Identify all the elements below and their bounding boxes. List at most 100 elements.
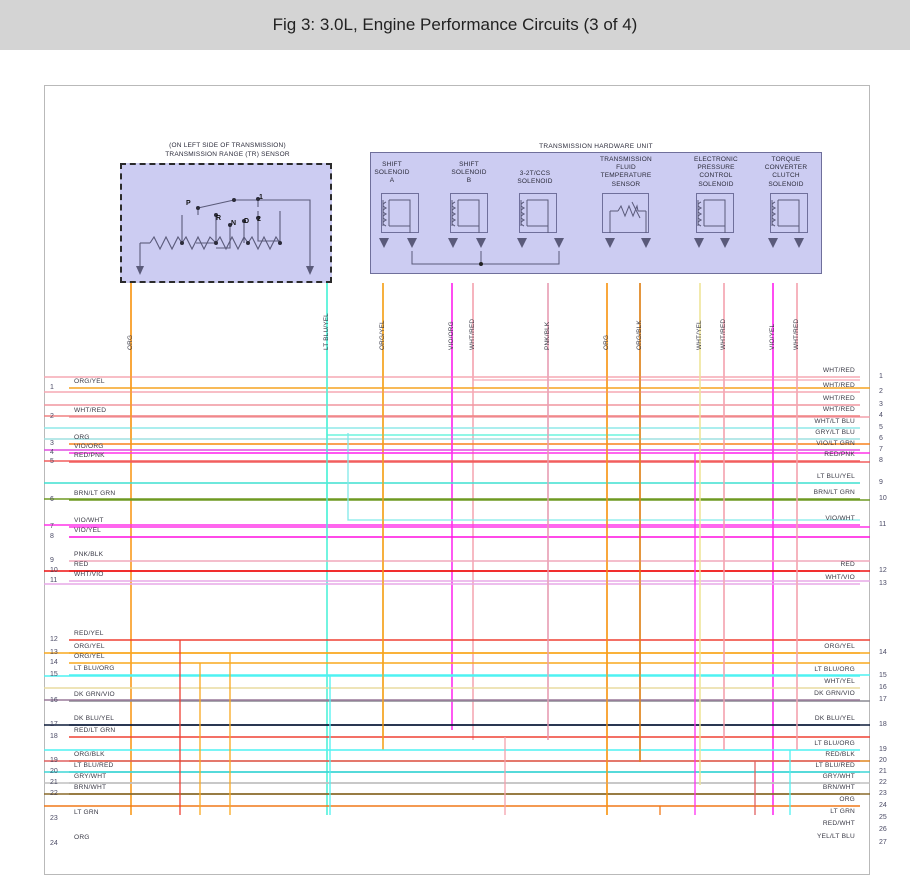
left-wire-label-21: GRY/WHT bbox=[74, 773, 107, 780]
left-wire-label-1: ORG/YEL bbox=[74, 378, 105, 385]
tr-position-D: D bbox=[244, 218, 250, 225]
right-pin-number-23: 23 bbox=[879, 790, 887, 797]
right-wire-label-22: GRY/WHT bbox=[822, 773, 855, 780]
left-pin-number-1: 1 bbox=[50, 384, 54, 391]
vertical-wire-label-8: WHT/YEL bbox=[696, 320, 703, 350]
left-pin-number-8: 8 bbox=[50, 533, 54, 540]
left-pin-number-22: 22 bbox=[50, 790, 58, 797]
right-wire-label-11: VIO/WHT bbox=[825, 515, 855, 522]
right-wire-label-8: RED/PNK bbox=[824, 451, 855, 458]
left-pin-number-17: 17 bbox=[50, 721, 58, 728]
component-label-electronic-pressure-control-solenoid: ELECTRONIC PRESSURE CONTROL SOLENOID bbox=[694, 156, 738, 188]
left-pin-number-2: 2 bbox=[50, 413, 54, 420]
right-pin-number-5: 5 bbox=[879, 424, 883, 431]
right-pin-number-8: 8 bbox=[879, 457, 883, 464]
right-pin-number-12: 12 bbox=[879, 567, 887, 574]
right-wire-label-25: LT GRN bbox=[830, 808, 855, 815]
left-pin-number-6: 6 bbox=[50, 496, 54, 503]
right-pin-number-25: 25 bbox=[879, 814, 887, 821]
tr-position-R: R bbox=[216, 215, 222, 222]
left-wire-label-10: RED bbox=[74, 561, 89, 568]
hardware-unit-enclosure bbox=[370, 152, 822, 274]
left-wire-label-20: LT BLU/RED bbox=[74, 762, 114, 769]
right-pin-number-15: 15 bbox=[879, 672, 887, 679]
right-pin-number-17: 17 bbox=[879, 696, 887, 703]
right-wire-label-20: RED/BLK bbox=[825, 751, 855, 758]
left-wire-label-9: PNK/BLK bbox=[74, 551, 104, 558]
component-shift-solenoid-a bbox=[381, 193, 419, 233]
right-wire-label-21: LT BLU/RED bbox=[815, 762, 855, 769]
left-wire-label-24: ORG bbox=[74, 834, 90, 841]
right-wire-label-14: ORG/YEL bbox=[824, 643, 855, 650]
right-wire-label-16: WHT/YEL bbox=[824, 678, 855, 685]
left-wire-label-15: LT BLU/ORG bbox=[74, 665, 115, 672]
left-pin-number-18: 18 bbox=[50, 733, 58, 740]
right-wire-label-27: YEL/LT BLU bbox=[816, 833, 855, 840]
vertical-wire-label-6: ORG bbox=[603, 334, 610, 350]
right-pin-number-9: 9 bbox=[879, 479, 883, 486]
left-pin-number-9: 9 bbox=[50, 557, 54, 564]
left-pin-number-7: 7 bbox=[50, 523, 54, 530]
left-wire-label-16: DK GRN/VIO bbox=[74, 691, 115, 698]
left-wire-label-7: VIO/WHT bbox=[74, 517, 104, 524]
right-wire-label-6: GRY/LT BLU bbox=[815, 429, 855, 436]
route-whtred-1 bbox=[472, 283, 860, 381]
right-wire-label-5: WHT/LT BLU bbox=[814, 418, 855, 425]
tr-sensor-schematic bbox=[136, 197, 314, 275]
right-pin-number-10: 10 bbox=[879, 495, 887, 502]
right-pin-number-11: 11 bbox=[879, 521, 887, 528]
vertical-wire-label-2: ORG/YEL bbox=[379, 320, 386, 350]
left-wire-label-12: RED/YEL bbox=[74, 630, 104, 637]
right-pin-number-26: 26 bbox=[879, 826, 887, 833]
route-whtltblu bbox=[347, 433, 860, 521]
right-wire-label-2: WHT/RED bbox=[822, 382, 855, 389]
left-wire-label-2: WHT/RED bbox=[74, 407, 107, 414]
right-wire-label-24: ORG bbox=[839, 796, 855, 803]
left-pin-number-12: 12 bbox=[50, 636, 58, 643]
right-wire-label-10: BRN/LT GRN bbox=[813, 489, 855, 496]
vertical-wire-label-0: ORG bbox=[127, 334, 134, 350]
vertical-wire-label-10: VIO/YEL bbox=[769, 323, 776, 350]
tr-sensor-caption-line2: TRANSMISSION RANGE (TR) SENSOR bbox=[165, 151, 290, 158]
hardware-unit-schematic bbox=[379, 199, 804, 266]
component-label-shift-solenoid-a: SHIFT SOLENOID A bbox=[374, 161, 410, 185]
right-pin-number-18: 18 bbox=[879, 721, 887, 728]
diagram-stage: (ON LEFT SIDE OF TRANSMISSION) TRANSMISS… bbox=[0, 50, 910, 875]
component-label-trans-fluid-temp-sensor: TRANSMISSION FLUID TEMPERATURE SENSOR bbox=[600, 156, 652, 188]
right-pin-number-6: 6 bbox=[879, 435, 883, 442]
right-pin-number-19: 19 bbox=[879, 746, 887, 753]
tr-sensor-enclosure bbox=[120, 163, 332, 283]
right-pin-number-7: 7 bbox=[879, 446, 883, 453]
hardware-unit-title: TRANSMISSION HARDWARE UNIT bbox=[539, 143, 653, 150]
route-vioorg bbox=[200, 283, 453, 454]
vertical-wire-label-7: ORG/BLK bbox=[636, 320, 643, 350]
right-wire-label-15: LT BLU/ORG bbox=[814, 666, 855, 673]
component-label-3-2t-ccs-solenoid: 3-2T/CCS SOLENOID bbox=[517, 170, 553, 186]
right-wire-label-12: RED bbox=[840, 561, 855, 568]
right-pin-number-21: 21 bbox=[879, 768, 887, 775]
component-label-shift-solenoid-b: SHIFT SOLENOID B bbox=[451, 161, 487, 185]
left-wire-label-22: BRN/WHT bbox=[74, 784, 107, 791]
vertical-wire-label-3: VIO/ORG bbox=[448, 321, 455, 350]
vertical-wire-label-9: WHT/RED bbox=[720, 318, 727, 350]
right-wire-label-19: LT BLU/ORG bbox=[814, 740, 855, 747]
tr-sensor-caption-line1: (ON LEFT SIDE OF TRANSMISSION) bbox=[169, 142, 286, 149]
left-pin-number-16: 16 bbox=[50, 697, 58, 704]
right-pin-number-16: 16 bbox=[879, 684, 887, 691]
right-wire-label-26: RED/WHT bbox=[822, 820, 855, 827]
left-pin-number-20: 20 bbox=[50, 768, 58, 775]
left-pin-number-24: 24 bbox=[50, 840, 58, 847]
right-wire-label-4: WHT/RED bbox=[822, 406, 855, 413]
right-wire-label-1: WHT/RED bbox=[822, 367, 855, 374]
vertical-wire-label-11: WHT/RED bbox=[793, 318, 800, 350]
vertical-wire-label-1: LT BLU/YEL bbox=[323, 313, 330, 350]
tr-position-1: 1 bbox=[259, 194, 263, 201]
right-pin-number-22: 22 bbox=[879, 779, 887, 786]
left-wire-label-11: WHT/VIO bbox=[74, 571, 104, 578]
left-wire-label-13: ORG/YEL bbox=[74, 643, 105, 650]
tr-position-2: 2 bbox=[257, 216, 261, 223]
page-title: Fig 3: 3.0L, Engine Performance Circuits… bbox=[272, 15, 638, 34]
right-wire-label-18: DK BLU/YEL bbox=[814, 715, 855, 722]
right-pin-number-24: 24 bbox=[879, 802, 887, 809]
component-label-torque-converter-clutch-solenoid: TORQUE CONVERTER CLUTCH SOLENOID bbox=[764, 156, 808, 188]
